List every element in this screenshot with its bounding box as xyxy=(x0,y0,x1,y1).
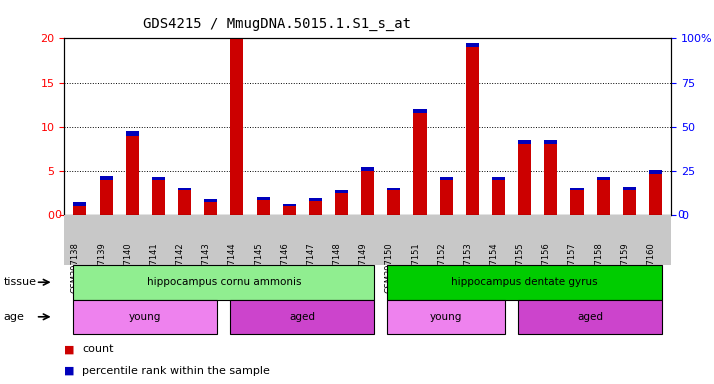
Text: count: count xyxy=(82,344,114,354)
Bar xyxy=(597,177,610,180)
Bar xyxy=(309,198,322,201)
Text: GDS4215 / MmugDNA.5015.1.S1_s_at: GDS4215 / MmugDNA.5015.1.S1_s_at xyxy=(143,17,411,31)
Bar xyxy=(204,202,217,215)
Bar xyxy=(440,177,453,180)
Bar xyxy=(570,190,583,215)
Text: aged: aged xyxy=(289,312,316,322)
Bar xyxy=(256,197,270,200)
Bar xyxy=(152,177,165,180)
Bar xyxy=(544,141,558,144)
Text: aged: aged xyxy=(577,312,603,322)
Bar xyxy=(623,190,636,215)
Bar xyxy=(649,170,662,174)
Bar xyxy=(440,180,453,215)
Bar xyxy=(413,109,426,114)
Bar xyxy=(466,43,479,47)
Bar xyxy=(152,180,165,215)
Bar xyxy=(597,180,610,215)
Bar xyxy=(413,114,426,215)
Bar xyxy=(309,201,322,215)
Bar xyxy=(492,177,505,180)
Bar xyxy=(335,190,348,193)
Text: tissue: tissue xyxy=(4,277,36,287)
Bar xyxy=(126,136,139,215)
Text: percentile rank within the sample: percentile rank within the sample xyxy=(82,366,270,376)
Text: age: age xyxy=(4,312,24,322)
Bar xyxy=(570,188,583,190)
Bar xyxy=(283,206,296,215)
Bar xyxy=(518,140,531,144)
Bar xyxy=(283,204,296,206)
Bar xyxy=(623,187,636,190)
Bar xyxy=(335,193,348,215)
Bar xyxy=(204,199,217,202)
Bar xyxy=(99,176,113,180)
Bar xyxy=(518,144,531,215)
Text: 0: 0 xyxy=(678,210,684,220)
Text: hippocampus cornu ammonis: hippocampus cornu ammonis xyxy=(146,277,301,287)
Text: ■: ■ xyxy=(64,366,75,376)
Text: hippocampus dentate gyrus: hippocampus dentate gyrus xyxy=(451,277,598,287)
Bar xyxy=(544,144,558,215)
Bar xyxy=(387,190,401,215)
Bar xyxy=(99,180,113,215)
Bar xyxy=(74,202,86,206)
Bar xyxy=(387,188,401,190)
Bar xyxy=(178,188,191,190)
Bar xyxy=(231,35,243,38)
Text: 0: 0 xyxy=(55,210,61,220)
Text: ■: ■ xyxy=(64,344,75,354)
Text: young: young xyxy=(430,312,463,322)
Bar xyxy=(256,200,270,215)
Bar xyxy=(74,206,86,215)
Bar xyxy=(361,171,374,215)
Bar xyxy=(178,190,191,215)
Bar xyxy=(492,180,505,215)
Bar xyxy=(231,38,243,215)
Text: young: young xyxy=(129,312,161,322)
Bar xyxy=(649,174,662,215)
Bar xyxy=(466,47,479,215)
Bar xyxy=(361,167,374,171)
Bar xyxy=(126,131,139,136)
